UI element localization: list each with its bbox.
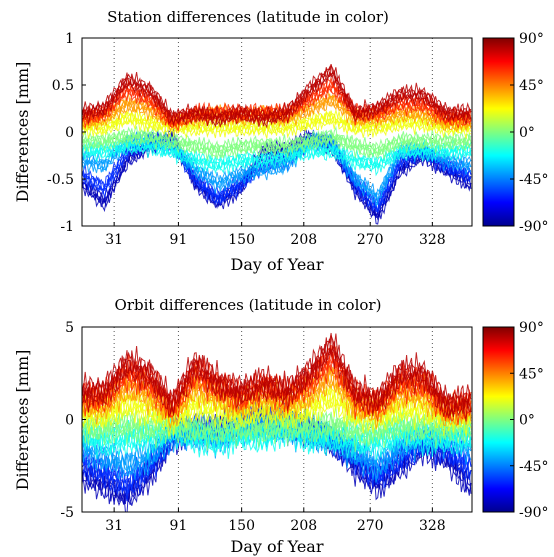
bottom-y-axis-label: Differences [mm] bbox=[13, 350, 32, 491]
series-line bbox=[82, 72, 472, 129]
top-chart-title: Station differences (latitude in color) bbox=[107, 8, 389, 26]
bottom-colorbar-ticks: 90° 45° 0° -45° -90° bbox=[510, 320, 549, 521]
colorbar-tick-label: -90° bbox=[519, 505, 549, 521]
x-tick-label: 91 bbox=[170, 232, 188, 248]
y-tick-label: -5 bbox=[60, 505, 74, 521]
series-line bbox=[82, 142, 472, 177]
x-tick-label: 208 bbox=[290, 232, 317, 248]
orbit-differences-chart: Orbit differences (latitude in color) 31… bbox=[13, 296, 549, 556]
colorbar-tick-label: -45° bbox=[519, 172, 549, 188]
x-tick-label: 270 bbox=[357, 232, 384, 248]
bottom-colorbar bbox=[482, 326, 515, 513]
y-tick-label: 5 bbox=[65, 320, 74, 336]
x-tick-label: 328 bbox=[419, 232, 446, 248]
top-series-group bbox=[82, 63, 472, 225]
colorbar-tick-label: 90° bbox=[519, 31, 544, 47]
y-tick-label: 0 bbox=[65, 125, 74, 141]
bottom-x-axis-label: Day of Year bbox=[231, 537, 324, 556]
top-colorbar-ticks: 90° 45° 0° -45° -90° bbox=[510, 31, 549, 235]
colorbar-tick-label: 0° bbox=[519, 413, 535, 429]
x-tick-label: 270 bbox=[357, 518, 384, 534]
x-tick-label: 150 bbox=[228, 518, 255, 534]
x-tick-label: 91 bbox=[170, 518, 188, 534]
colorbar-tick-label: -45° bbox=[519, 459, 549, 475]
series-line bbox=[82, 63, 472, 122]
series-line bbox=[82, 117, 472, 139]
top-y-ticks: -1 -0.5 0 0.5 1 bbox=[47, 31, 86, 235]
series-line bbox=[82, 398, 472, 437]
colorbar-tick-label: 0° bbox=[519, 125, 535, 141]
top-x-ticks: 31 91 150 208 270 328 bbox=[105, 222, 446, 248]
series-line bbox=[82, 129, 472, 158]
x-tick-label: 31 bbox=[105, 232, 123, 248]
x-tick-label: 31 bbox=[105, 518, 123, 534]
y-tick-label: 0 bbox=[65, 413, 74, 429]
y-tick-label: -0.5 bbox=[47, 172, 74, 188]
series-line bbox=[82, 125, 472, 153]
series-line bbox=[82, 78, 472, 124]
colorbar-tick-label: 45° bbox=[519, 366, 544, 382]
top-colorbar bbox=[482, 37, 515, 227]
colorbar-tick-label: 45° bbox=[519, 78, 544, 94]
series-line bbox=[82, 427, 472, 461]
colorbar-tick-label: 90° bbox=[519, 320, 544, 336]
bottom-chart-title: Orbit differences (latitude in color) bbox=[115, 296, 382, 314]
colorbar-tick-label: -90° bbox=[519, 219, 549, 235]
x-tick-label: 150 bbox=[228, 232, 255, 248]
top-y-axis-label: Differences [mm] bbox=[13, 62, 32, 203]
series-line bbox=[82, 348, 472, 422]
station-differences-chart: Station differences (latitude in color) … bbox=[13, 8, 549, 274]
y-tick-label: 1 bbox=[65, 31, 74, 47]
bottom-x-ticks: 31 91 150 208 270 328 bbox=[105, 508, 446, 534]
bottom-y-ticks: -5 0 5 bbox=[60, 320, 86, 521]
top-x-axis-label: Day of Year bbox=[231, 255, 324, 274]
x-tick-label: 328 bbox=[419, 518, 446, 534]
series-line bbox=[82, 332, 472, 409]
bottom-series-group bbox=[82, 332, 472, 512]
y-tick-label: 0.5 bbox=[52, 78, 74, 94]
x-tick-label: 208 bbox=[290, 518, 317, 534]
y-tick-label: -1 bbox=[60, 219, 74, 235]
